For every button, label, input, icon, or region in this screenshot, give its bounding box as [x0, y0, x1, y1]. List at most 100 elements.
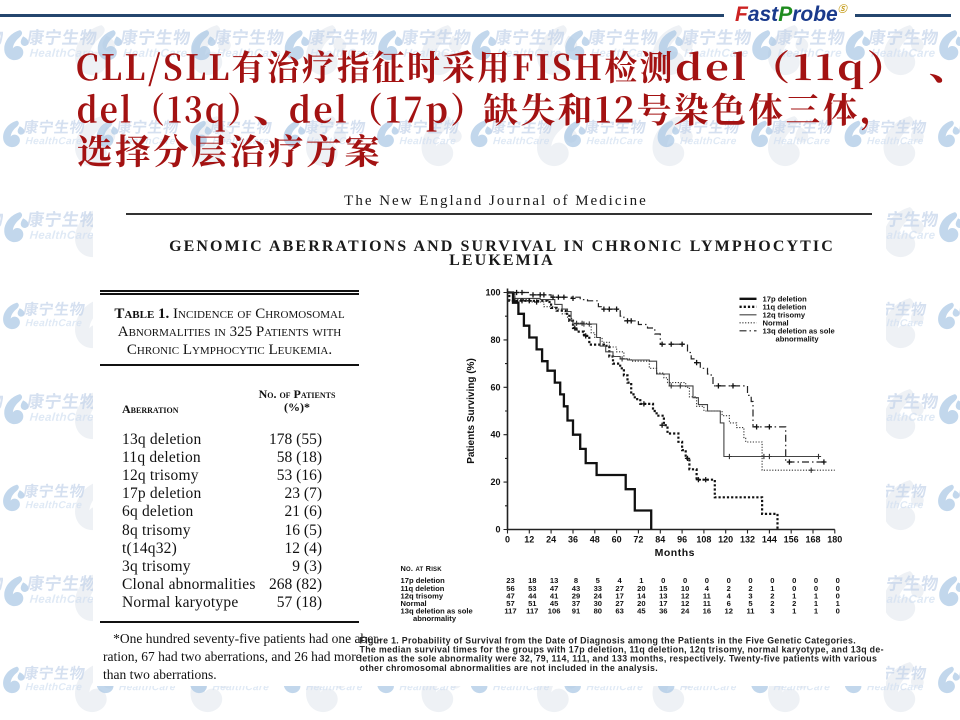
svg-text:63: 63	[615, 606, 623, 615]
svg-text:2: 2	[727, 584, 731, 593]
svg-text:100: 100	[485, 288, 500, 298]
svg-text:0: 0	[836, 576, 840, 585]
svg-text:1: 1	[792, 606, 797, 615]
svg-text:60: 60	[612, 535, 622, 545]
svg-text:1: 1	[792, 591, 797, 600]
svg-text:2: 2	[748, 584, 752, 593]
svg-text:53: 53	[528, 584, 536, 593]
svg-text:13: 13	[550, 576, 558, 585]
svg-text:45: 45	[637, 606, 646, 615]
svg-text:0: 0	[748, 576, 752, 585]
svg-text:0: 0	[814, 576, 818, 585]
svg-text:11: 11	[746, 606, 755, 615]
svg-text:156: 156	[784, 535, 799, 545]
svg-text:48: 48	[590, 535, 600, 545]
svg-text:11q deletion: 11q deletion	[401, 584, 445, 593]
svg-text:0: 0	[836, 606, 840, 615]
svg-text:20: 20	[637, 584, 645, 593]
svg-text:2: 2	[792, 599, 796, 608]
svg-text:Figure 1. Probability of Survi: Figure 1. Probability of Survival from t…	[360, 635, 856, 645]
svg-text:12q trisomy: 12q trisomy	[763, 310, 806, 319]
svg-text:13: 13	[659, 591, 667, 600]
svg-text:16: 16	[703, 606, 711, 615]
svg-text:40: 40	[490, 430, 500, 440]
svg-text:20: 20	[490, 477, 500, 487]
svg-text:Normal: Normal	[401, 599, 427, 608]
svg-text:33: 33	[594, 584, 602, 593]
svg-text:180: 180	[827, 535, 842, 545]
svg-text:0: 0	[770, 576, 774, 585]
svg-text:3: 3	[748, 591, 752, 600]
svg-text:0: 0	[836, 584, 840, 593]
svg-text:0: 0	[705, 576, 709, 585]
svg-text:96: 96	[677, 535, 687, 545]
svg-text:60: 60	[490, 382, 500, 392]
svg-text:27: 27	[615, 584, 623, 593]
svg-text:91: 91	[572, 606, 581, 615]
svg-text:1: 1	[639, 576, 644, 585]
svg-text:other chromosomal abnormalitie: other chromosomal abnormalities are not …	[360, 663, 658, 673]
svg-text:abnormality: abnormality	[776, 334, 820, 343]
svg-text:17p deletion: 17p deletion	[763, 294, 808, 303]
svg-text:168: 168	[805, 535, 820, 545]
svg-text:4: 4	[617, 576, 622, 585]
svg-text:4: 4	[705, 584, 710, 593]
svg-text:The median survival times for: The median survival times for the groups…	[360, 645, 884, 655]
svg-text:13q deletion as sole: 13q deletion as sole	[763, 326, 835, 335]
svg-text:24: 24	[546, 535, 556, 545]
svg-text:NO. AT RISK: NO. AT RISK	[401, 564, 443, 573]
svg-text:120: 120	[718, 535, 733, 545]
svg-text:47: 47	[506, 591, 514, 600]
svg-text:5: 5	[748, 599, 753, 608]
svg-text:6: 6	[727, 599, 731, 608]
svg-text:17: 17	[615, 591, 623, 600]
svg-text:72: 72	[633, 535, 643, 545]
svg-text:41: 41	[550, 591, 559, 600]
svg-text:2: 2	[770, 591, 774, 600]
svg-text:0: 0	[727, 576, 731, 585]
svg-text:106: 106	[548, 606, 561, 615]
svg-text:47: 47	[550, 584, 558, 593]
svg-text:45: 45	[550, 599, 559, 608]
svg-text:Months: Months	[655, 547, 695, 559]
svg-text:5: 5	[596, 576, 601, 585]
svg-text:132: 132	[740, 535, 755, 545]
svg-text:0: 0	[661, 576, 665, 585]
svg-text:44: 44	[528, 591, 537, 600]
svg-text:51: 51	[528, 599, 537, 608]
svg-text:12q trisomy: 12q trisomy	[401, 591, 444, 600]
svg-text:15: 15	[659, 584, 668, 593]
svg-text:10: 10	[681, 584, 689, 593]
svg-text:12: 12	[681, 591, 689, 600]
svg-text:0: 0	[792, 576, 796, 585]
svg-text:0: 0	[836, 591, 840, 600]
svg-text:24: 24	[681, 606, 690, 615]
svg-text:117: 117	[504, 606, 516, 615]
svg-text:14: 14	[637, 591, 646, 600]
svg-text:3: 3	[770, 606, 774, 615]
svg-text:23: 23	[506, 576, 514, 585]
svg-text:29: 29	[572, 591, 580, 600]
svg-text:80: 80	[594, 606, 602, 615]
svg-text:1: 1	[836, 599, 841, 608]
svg-text:43: 43	[572, 584, 580, 593]
svg-text:13q deletion as sole: 13q deletion as sole	[401, 606, 473, 615]
svg-text:84: 84	[655, 535, 665, 545]
svg-text:0: 0	[683, 576, 687, 585]
svg-text:12: 12	[524, 535, 534, 545]
svg-text:1: 1	[770, 584, 775, 593]
svg-text:24: 24	[594, 591, 603, 600]
svg-text:0: 0	[495, 525, 500, 535]
svg-text:36: 36	[568, 535, 578, 545]
svg-text:1: 1	[814, 606, 819, 615]
svg-text:0: 0	[792, 584, 796, 593]
svg-text:letion as the sole abnormality: letion as the sole abnormality were 32, …	[360, 654, 878, 664]
svg-text:11: 11	[703, 591, 712, 600]
svg-text:27: 27	[615, 599, 623, 608]
svg-text:Normal: Normal	[763, 318, 789, 327]
svg-text:57: 57	[506, 599, 514, 608]
svg-text:4: 4	[727, 591, 732, 600]
svg-text:30: 30	[594, 599, 602, 608]
svg-text:108: 108	[696, 535, 711, 545]
svg-text:1: 1	[814, 591, 819, 600]
